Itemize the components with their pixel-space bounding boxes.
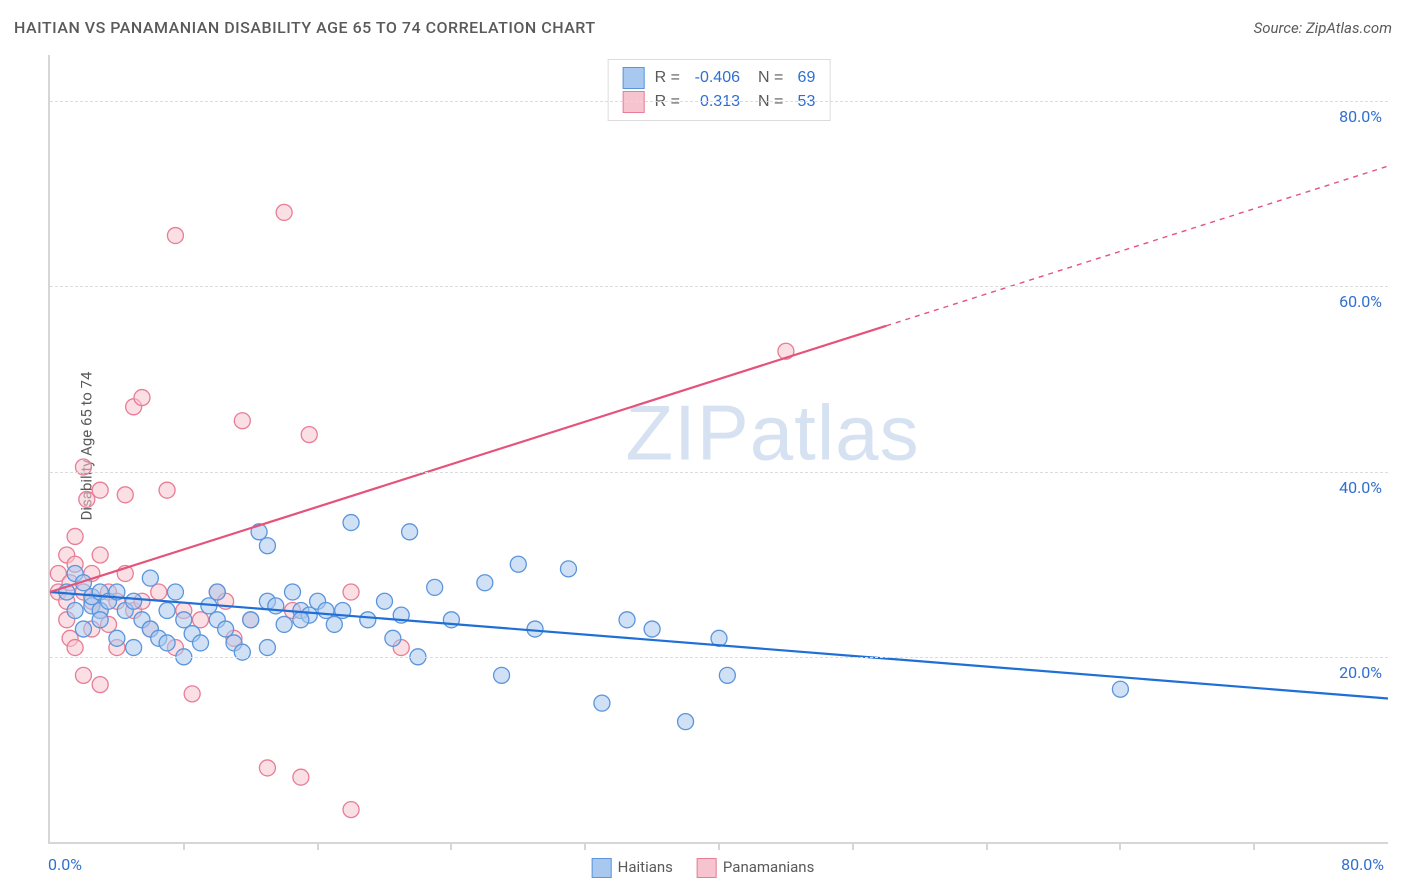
data-point bbox=[75, 621, 91, 637]
data-point bbox=[477, 575, 493, 591]
data-point bbox=[159, 603, 175, 619]
x-tick-mark bbox=[1253, 842, 1255, 850]
data-point bbox=[343, 802, 359, 818]
scatter-svg bbox=[50, 55, 1388, 842]
data-point bbox=[259, 760, 275, 776]
data-point bbox=[427, 579, 443, 595]
data-point bbox=[67, 528, 83, 544]
data-point bbox=[276, 204, 292, 220]
data-point bbox=[318, 603, 334, 619]
x-tick-mark bbox=[986, 842, 988, 850]
data-point bbox=[193, 612, 209, 628]
data-point bbox=[159, 482, 175, 498]
data-point bbox=[326, 616, 342, 632]
legend-item: Haitians bbox=[592, 858, 673, 878]
data-point bbox=[193, 635, 209, 651]
chart-title: HAITIAN VS PANAMANIAN DISABILITY AGE 65 … bbox=[14, 18, 596, 37]
data-point bbox=[594, 695, 610, 711]
data-point bbox=[527, 621, 543, 637]
data-point bbox=[167, 228, 183, 244]
data-point bbox=[259, 538, 275, 554]
legend-row: R = -0.406 N = 69 bbox=[623, 66, 816, 90]
data-point bbox=[678, 714, 694, 730]
series-legend: Haitians Panamanians bbox=[592, 858, 815, 878]
x-tick-mark bbox=[183, 842, 185, 850]
data-point bbox=[134, 390, 150, 406]
legend-n-label: N = bbox=[758, 66, 783, 90]
trendline-dashed bbox=[886, 166, 1388, 326]
legend-n-value: 69 bbox=[793, 66, 815, 90]
data-point bbox=[67, 640, 83, 656]
legend-label: Panamanians bbox=[723, 858, 814, 876]
data-point bbox=[92, 612, 108, 628]
data-point bbox=[92, 547, 108, 563]
data-point bbox=[126, 640, 142, 656]
trendline bbox=[50, 326, 886, 592]
data-point bbox=[276, 616, 292, 632]
legend-swatch bbox=[592, 858, 612, 878]
x-tick-mark bbox=[584, 842, 586, 850]
data-point bbox=[343, 584, 359, 600]
y-tick-label: 80.0% bbox=[1339, 107, 1382, 126]
x-tick-mark bbox=[450, 842, 452, 850]
legend-label: Haitians bbox=[618, 858, 673, 876]
data-point bbox=[167, 584, 183, 600]
trendline bbox=[50, 592, 1388, 698]
gridline bbox=[50, 657, 1388, 658]
data-point bbox=[293, 612, 309, 628]
data-point bbox=[360, 612, 376, 628]
legend-r-label: R = bbox=[655, 66, 680, 90]
legend-swatch bbox=[623, 67, 645, 89]
data-point bbox=[234, 413, 250, 429]
gridline bbox=[50, 472, 1388, 473]
legend-swatch bbox=[697, 858, 717, 878]
y-tick-label: 40.0% bbox=[1339, 478, 1382, 497]
data-point bbox=[385, 630, 401, 646]
data-point bbox=[293, 769, 309, 785]
data-point bbox=[377, 593, 393, 609]
chart-plot-area: ZIPatlas R =-0.406N =69R =0.313N =53 20.… bbox=[48, 55, 1388, 844]
x-tick-mark bbox=[852, 842, 854, 850]
data-point bbox=[176, 612, 192, 628]
data-point bbox=[644, 621, 660, 637]
data-point bbox=[126, 593, 142, 609]
data-point bbox=[142, 570, 158, 586]
y-tick-label: 60.0% bbox=[1339, 292, 1382, 311]
data-point bbox=[510, 556, 526, 572]
x-tick-mark bbox=[317, 842, 319, 850]
data-point bbox=[343, 515, 359, 531]
source-label: Source: ZipAtlas.com bbox=[1254, 19, 1392, 37]
data-point bbox=[560, 561, 576, 577]
x-far-label: 80.0% bbox=[1341, 855, 1384, 874]
legend-r-value: -0.406 bbox=[690, 66, 740, 90]
data-point bbox=[67, 603, 83, 619]
data-point bbox=[109, 630, 125, 646]
data-point bbox=[619, 612, 635, 628]
data-point bbox=[719, 667, 735, 683]
data-point bbox=[159, 635, 175, 651]
data-point bbox=[494, 667, 510, 683]
data-point bbox=[1112, 681, 1128, 697]
data-point bbox=[92, 482, 108, 498]
legend-item: Panamanians bbox=[697, 858, 814, 878]
data-point bbox=[259, 640, 275, 656]
x-origin-label: 0.0% bbox=[48, 855, 82, 874]
data-point bbox=[92, 677, 108, 693]
data-point bbox=[209, 584, 225, 600]
data-point bbox=[243, 612, 259, 628]
data-point bbox=[117, 487, 133, 503]
gridline bbox=[50, 101, 1388, 102]
data-point bbox=[151, 584, 167, 600]
x-tick-mark bbox=[1119, 842, 1121, 850]
data-point bbox=[285, 584, 301, 600]
y-tick-label: 20.0% bbox=[1339, 663, 1382, 682]
data-point bbox=[75, 667, 91, 683]
x-tick-mark bbox=[718, 842, 720, 850]
data-point bbox=[184, 686, 200, 702]
gridline bbox=[50, 286, 1388, 287]
data-point bbox=[402, 524, 418, 540]
data-point bbox=[301, 427, 317, 443]
correlation-legend: R =-0.406N =69R =0.313N =53 bbox=[608, 59, 831, 121]
data-point bbox=[218, 621, 234, 637]
